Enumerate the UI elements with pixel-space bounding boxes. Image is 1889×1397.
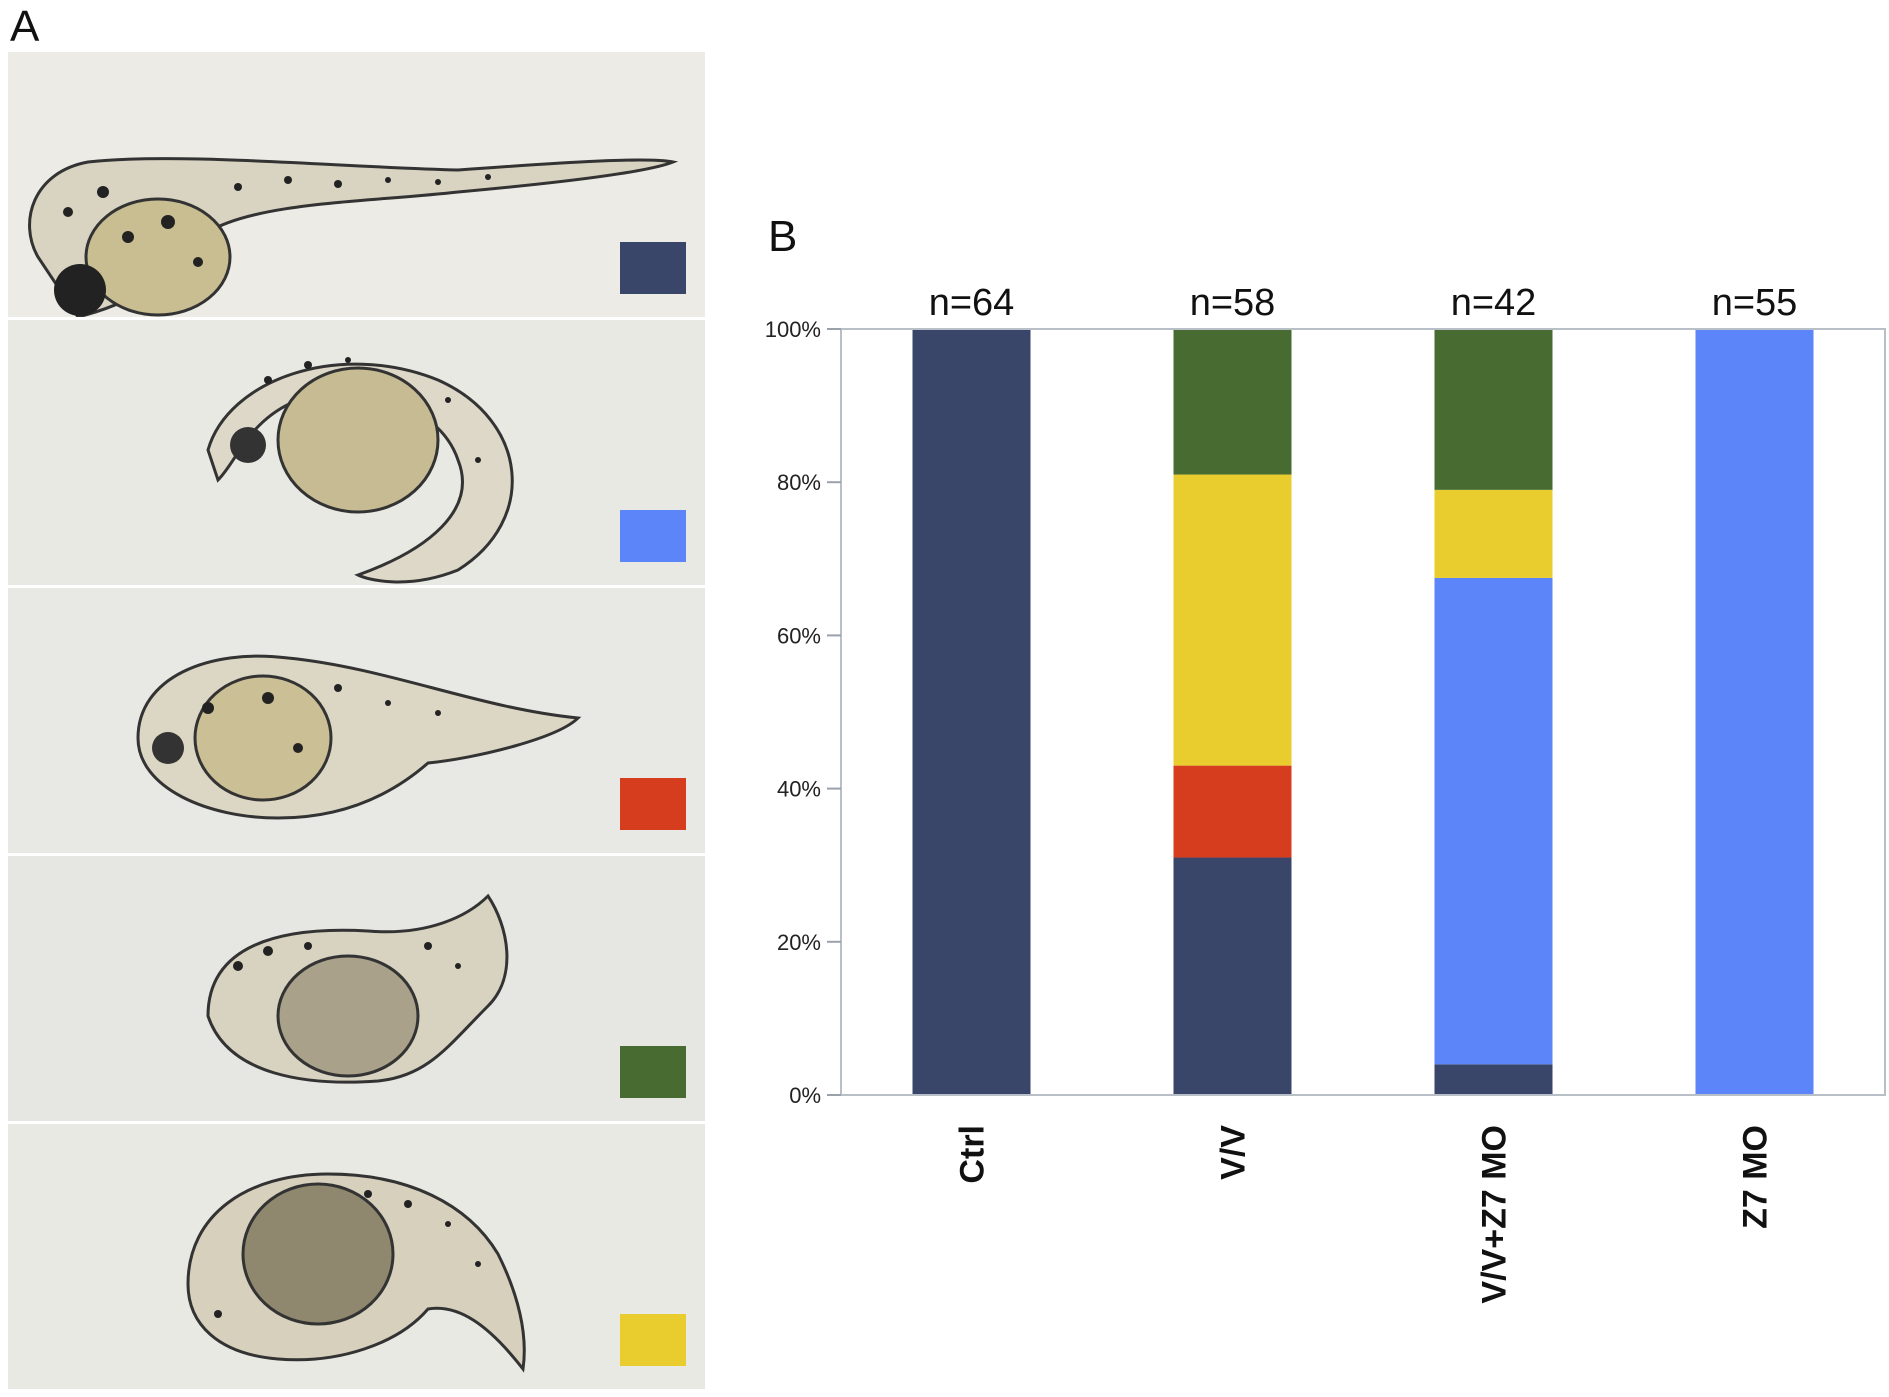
embryo-drawing-5 xyxy=(186,1172,526,1373)
y-tick-label: 20% xyxy=(777,930,821,955)
plot-frame xyxy=(840,328,1886,1096)
bar-segment-2-1 xyxy=(1434,577,1553,1065)
embryo-drawing-4 xyxy=(206,893,509,1084)
embryo-photo-2 xyxy=(8,320,705,585)
bars-layer xyxy=(912,329,1814,1095)
group-n-label: n=58 xyxy=(1190,282,1276,324)
group-n-label: n=55 xyxy=(1712,282,1798,324)
embryo-photo-5 xyxy=(8,1124,705,1389)
bar-segment-1-3 xyxy=(1173,474,1292,766)
y-axis: 0% 20% 40% 60% 80% 100% xyxy=(765,317,841,1108)
embryo-photo-3 xyxy=(8,588,705,853)
bar-segment-1-2 xyxy=(1173,765,1292,858)
bar-segment-2-0 xyxy=(1434,1064,1553,1095)
phenotype-swatch-1 xyxy=(620,242,686,294)
embryo-photo-1 xyxy=(8,52,705,317)
phenotype-swatch-2 xyxy=(620,510,686,562)
group-n-labels: n=64 n=58 n=42 n=55 xyxy=(929,282,1798,324)
y-tick-label: 0% xyxy=(789,1083,821,1108)
panel-b-label: B xyxy=(768,212,798,261)
group-n-label: n=64 xyxy=(929,282,1015,324)
bar-segment-0-0 xyxy=(912,329,1031,1095)
embryo-photo-4 xyxy=(8,856,705,1121)
phenotype-swatch-4 xyxy=(620,1046,686,1098)
group-n-label: n=42 xyxy=(1451,282,1537,324)
phenotype-swatch-3 xyxy=(620,778,686,830)
embryo-drawing-2 xyxy=(206,357,514,584)
y-tick-label: 80% xyxy=(777,470,821,495)
x-axis: Ctrl V/V V/V+Z7 MO Z7 MO xyxy=(954,1125,1775,1304)
bar-segment-3-1 xyxy=(1695,329,1814,1095)
y-tick-label: 60% xyxy=(777,623,821,648)
x-category-label: V/V+Z7 MO xyxy=(1476,1125,1514,1304)
y-tick-label: 40% xyxy=(777,777,821,802)
phenotype-swatch-5 xyxy=(620,1314,686,1366)
bar-segment-1-0 xyxy=(1173,857,1292,1095)
x-category-label: Z7 MO xyxy=(1737,1125,1775,1229)
panel-a-label: A xyxy=(10,2,40,51)
bar-segment-2-4 xyxy=(1434,329,1553,490)
bar-segment-1-4 xyxy=(1173,329,1292,475)
embryo-drawing-3 xyxy=(136,654,582,820)
x-category-label: Ctrl xyxy=(954,1125,992,1184)
bar-segment-2-3 xyxy=(1434,489,1553,578)
x-category-label: V/V xyxy=(1215,1125,1253,1180)
y-tick-label: 100% xyxy=(765,317,821,342)
embryo-drawing-1 xyxy=(28,157,679,317)
